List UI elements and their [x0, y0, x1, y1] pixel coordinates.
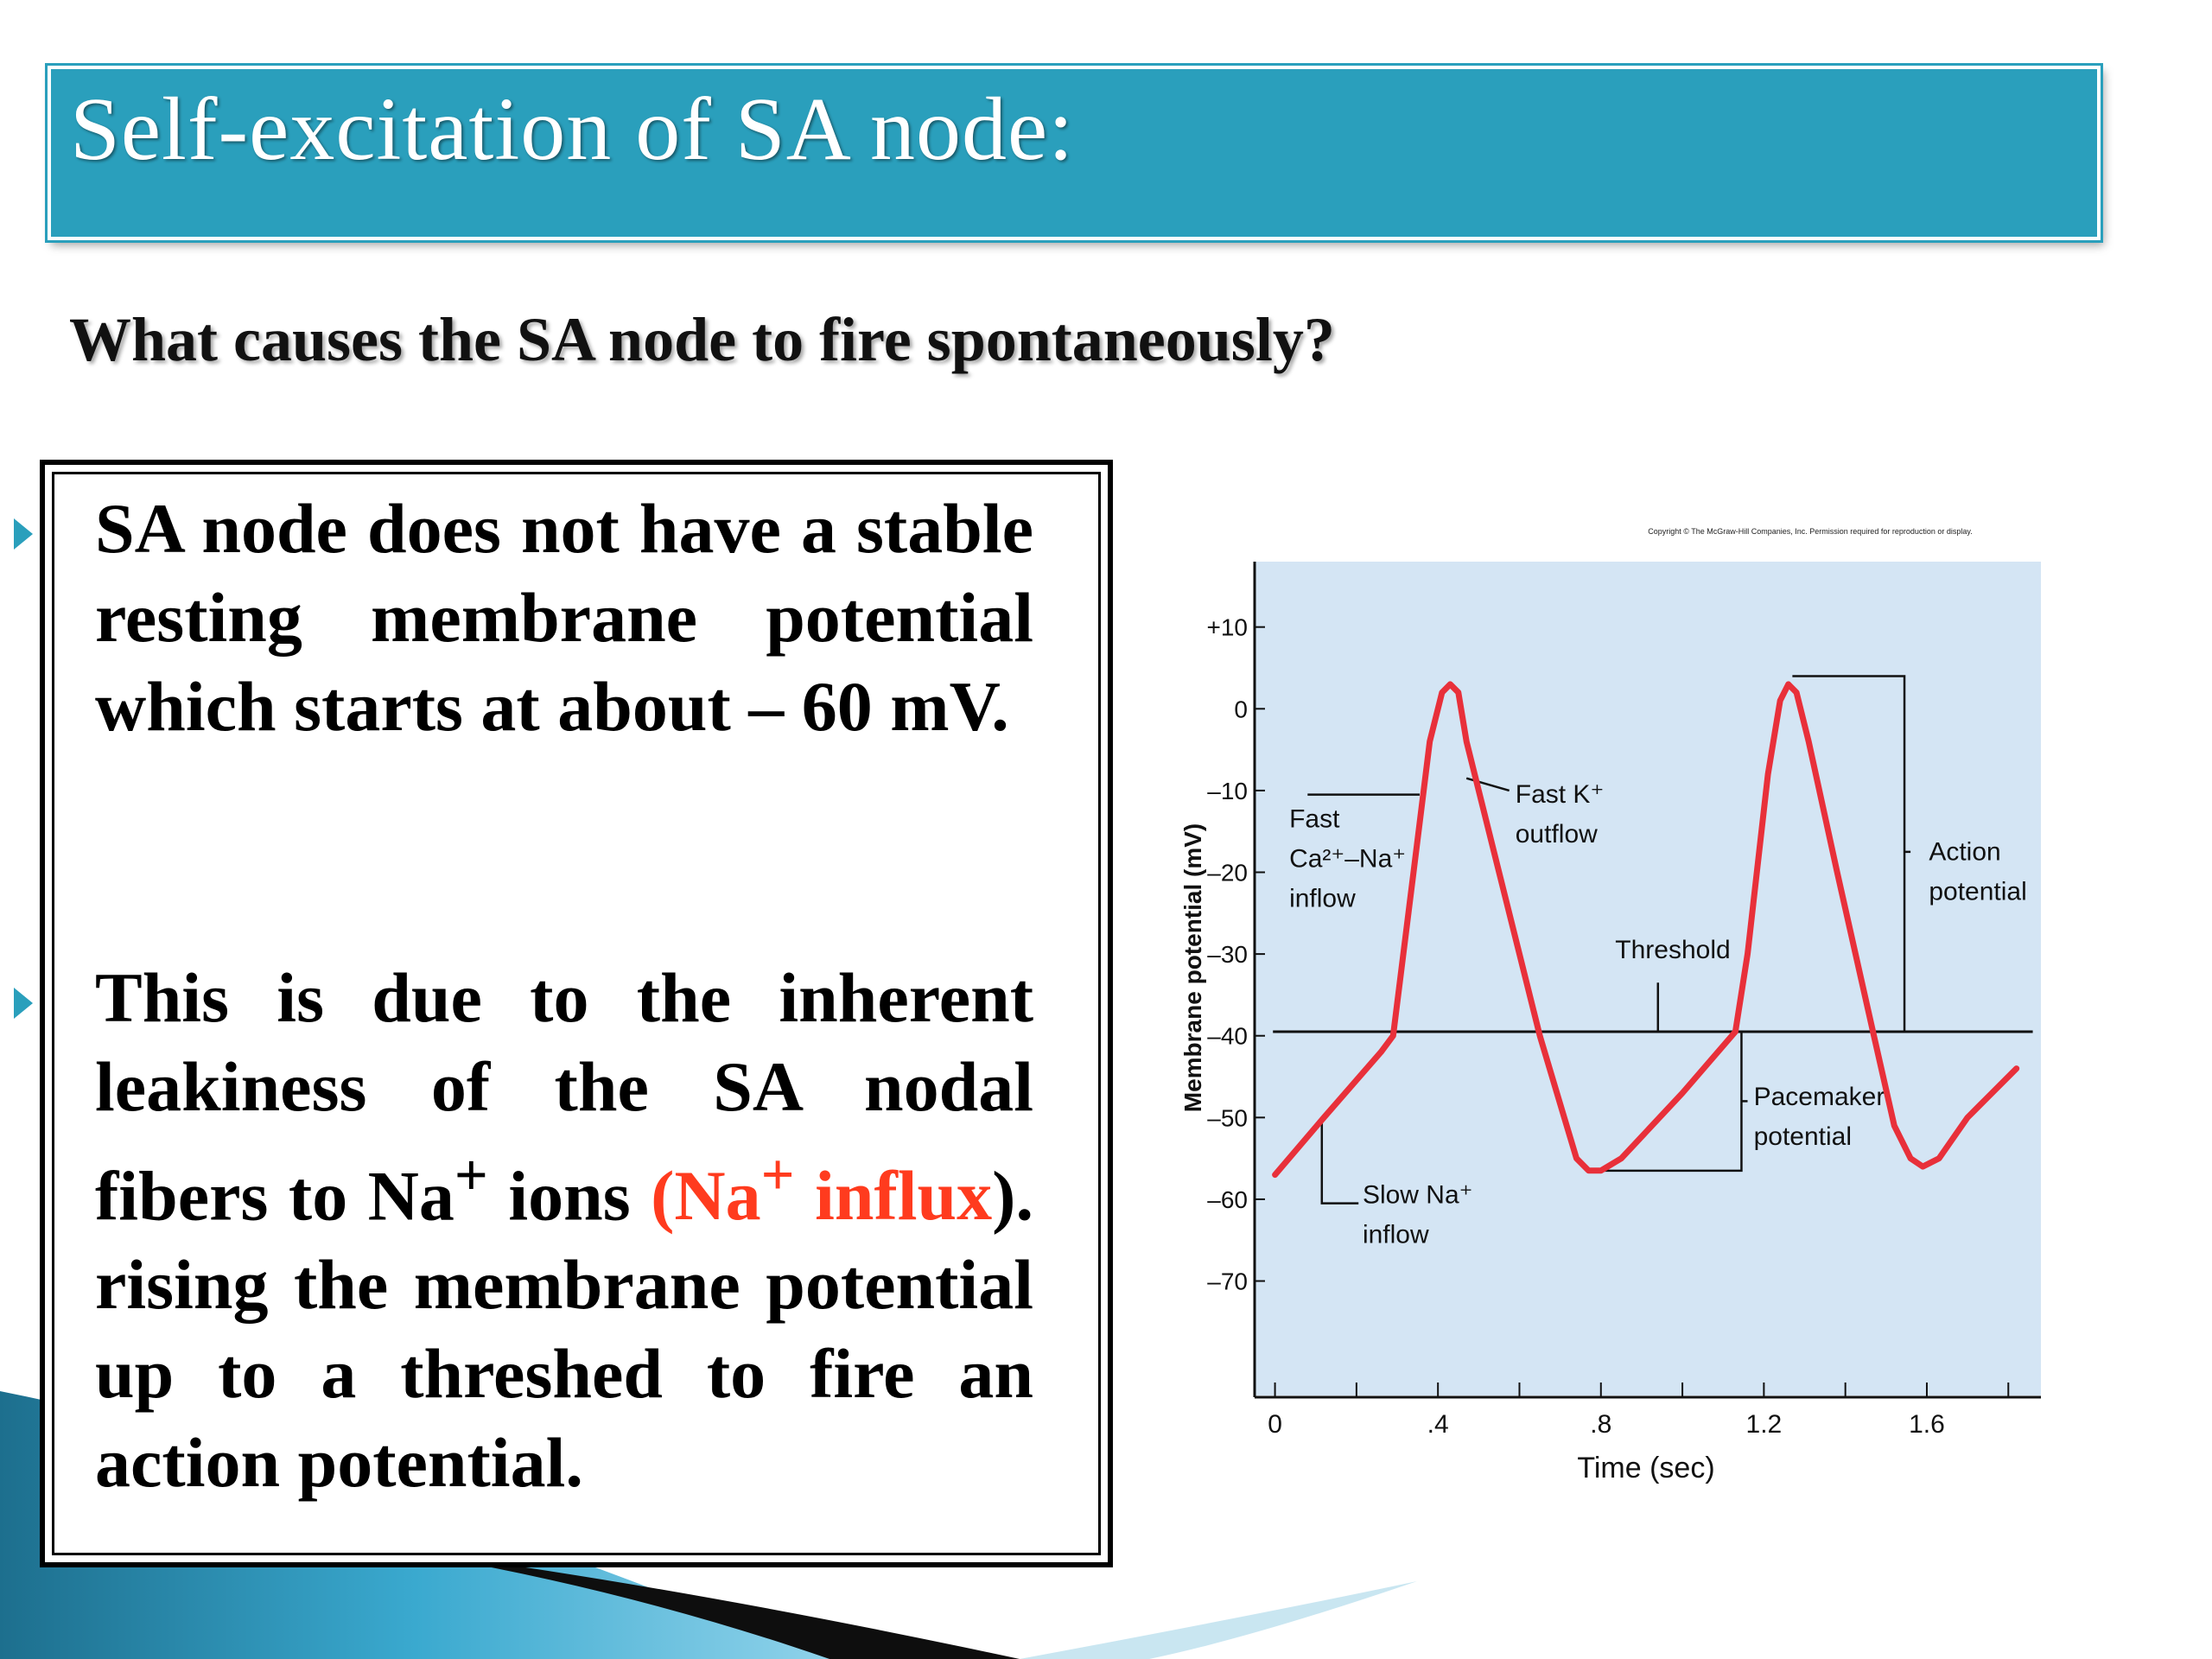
x-tick-label: .8 — [1590, 1410, 1611, 1439]
chart-annotation: Fast K⁺ outflow — [1516, 780, 1605, 849]
slide-title-banner: Self-excitation of SA node: — [45, 63, 2103, 243]
bullet-arrow-icon — [14, 518, 33, 550]
y-tick-label: –20 — [1207, 860, 1248, 887]
bullet-arrow-icon — [14, 988, 33, 1019]
membrane-potential-chart: Copyright © The McGraw-Hill Companies, I… — [1179, 527, 2041, 1484]
y-tick-label: –40 — [1207, 1023, 1248, 1050]
chart-annotation-label: inflow — [1289, 884, 1356, 912]
y-tick-label: –30 — [1207, 941, 1248, 968]
chart-annotation-label: Slow Na⁺ — [1363, 1181, 1473, 1210]
y-tick-label: –70 — [1207, 1268, 1248, 1295]
chart-plot-background — [1255, 562, 2041, 1395]
chart-annotation-label: inflow — [1363, 1221, 1429, 1249]
chart-annotation: Action potential — [1929, 837, 2026, 906]
na-influx-highlight: (Na+ influx — [651, 1142, 993, 1236]
chart-annotation-label: outflow — [1516, 820, 1598, 849]
sodium-charge-superscript: + — [454, 1142, 488, 1208]
chart-annotation: Threshold — [1615, 936, 1730, 964]
na-influx-word: influx — [794, 1156, 993, 1236]
chart-copyright: Copyright © The McGraw-Hill Companies, I… — [1648, 527, 1972, 536]
chart-annotation-label: Threshold — [1615, 936, 1730, 964]
bullet-text-box — [40, 460, 1113, 1567]
y-tick-label: –60 — [1207, 1186, 1248, 1213]
chart-annotation-label: Action — [1929, 837, 2000, 866]
action-potential-bracket — [1792, 675, 1906, 1033]
chart-annotation: Pacemaker potential — [1754, 1083, 1885, 1151]
chart-annotation-label: Fast K⁺ — [1516, 780, 1605, 809]
y-axis-label: Membrane potential (mV) — [1179, 823, 1206, 1112]
bullet-text-1: SA node does not have a stable resting m… — [95, 489, 1033, 746]
slide-question: What causes the SA node to fire spontane… — [69, 305, 1335, 374]
chart-annotation-label: Ca²⁺–Na⁺ — [1289, 844, 1406, 873]
y-tick-label: –50 — [1207, 1104, 1248, 1131]
chart-annotation-label: potential — [1929, 877, 2026, 906]
bullet-text-2-part-2: ions — [487, 1156, 652, 1236]
bullet-item-1: SA node does not have a stable resting m… — [14, 484, 1033, 751]
bullet-item-2: This is due to the inherent leakiness of… — [14, 953, 1033, 1507]
slow-na-leader-line — [1320, 1122, 1359, 1205]
chart-annotation-label: Fast — [1289, 804, 1340, 833]
chart-annotation-label: Pacemaker — [1754, 1083, 1885, 1111]
bullet-text-2-part-1: This is due to the inherent leakiness of… — [95, 958, 1033, 1236]
slide-title: Self-excitation of SA node: — [70, 79, 1075, 179]
y-tick-label: –10 — [1207, 778, 1248, 804]
na-influx-open: (Na — [651, 1156, 761, 1236]
x-axis-label: Time (sec) — [1577, 1452, 1714, 1484]
x-tick-label: 0 — [1268, 1410, 1282, 1439]
x-tick-label: 1.6 — [1909, 1410, 1945, 1439]
membrane-potential-curve — [1272, 681, 2020, 1179]
bullet-text-2: This is due to the inherent leakiness of… — [95, 953, 1033, 1507]
chart-annotation: Slow Na⁺ inflow — [1363, 1181, 1473, 1249]
na-influx-superscript: + — [760, 1142, 795, 1208]
chart-annotation: Fast Ca²⁺–Na⁺ inflow — [1289, 804, 1406, 912]
bullet-text-2-part-3: ). rising the membrane potential up to a… — [95, 1156, 1033, 1503]
y-tick-label: 0 — [1234, 696, 1248, 722]
x-tick-label: 1.2 — [1746, 1410, 1783, 1439]
chart-annotation-label: potential — [1754, 1122, 1852, 1151]
x-tick-label: .4 — [1427, 1410, 1449, 1439]
y-tick-label: +10 — [1207, 614, 1249, 641]
text-box-inner-border — [52, 472, 1101, 1555]
